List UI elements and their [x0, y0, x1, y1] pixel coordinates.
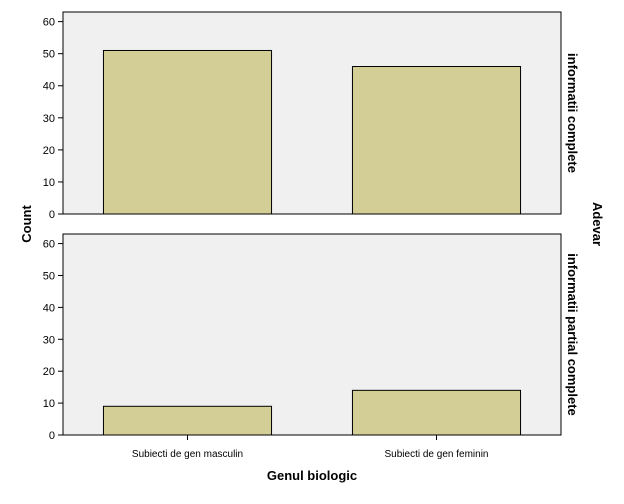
- y-tick-label: 40: [43, 81, 55, 93]
- y-tick-label: 10: [43, 398, 55, 410]
- facet-title: Adevar: [590, 202, 605, 246]
- y-tick-label: 0: [49, 430, 55, 442]
- y-axis-title: Count: [19, 205, 34, 243]
- y-tick-label: 30: [43, 113, 55, 125]
- bar: [102, 405, 273, 436]
- panel-strip-label: informatii partial complete: [565, 253, 580, 416]
- y-tick-label: 10: [43, 177, 55, 189]
- y-tick-label: 20: [43, 145, 55, 157]
- y-tick-label: 60: [43, 239, 55, 251]
- panel-2: 0 10 20 30 40 50 60 informatii partial complete: [43, 233, 580, 442]
- y-tick-label: 20: [43, 366, 55, 378]
- y-tick-label: 40: [43, 302, 55, 314]
- x-axis-title: Genul biologic: [267, 468, 357, 483]
- bar: [102, 49, 273, 215]
- y-tick-label: 50: [43, 270, 55, 282]
- y-tick-label: 0: [49, 209, 55, 221]
- y-tick-label: 60: [43, 17, 55, 29]
- y-tick-label: 50: [43, 49, 55, 61]
- panel-1: 0 10 20 30 40 50 60 informatii complete: [43, 11, 580, 221]
- y-tick-label: 30: [43, 334, 55, 346]
- bar: [351, 66, 522, 215]
- panel-strip-label: informatii complete: [565, 53, 580, 173]
- x-tick-label: Subiecti de gen masculin: [132, 449, 243, 460]
- x-tick-label: Subiecti de gen feminin: [385, 449, 489, 460]
- bar: [351, 389, 522, 436]
